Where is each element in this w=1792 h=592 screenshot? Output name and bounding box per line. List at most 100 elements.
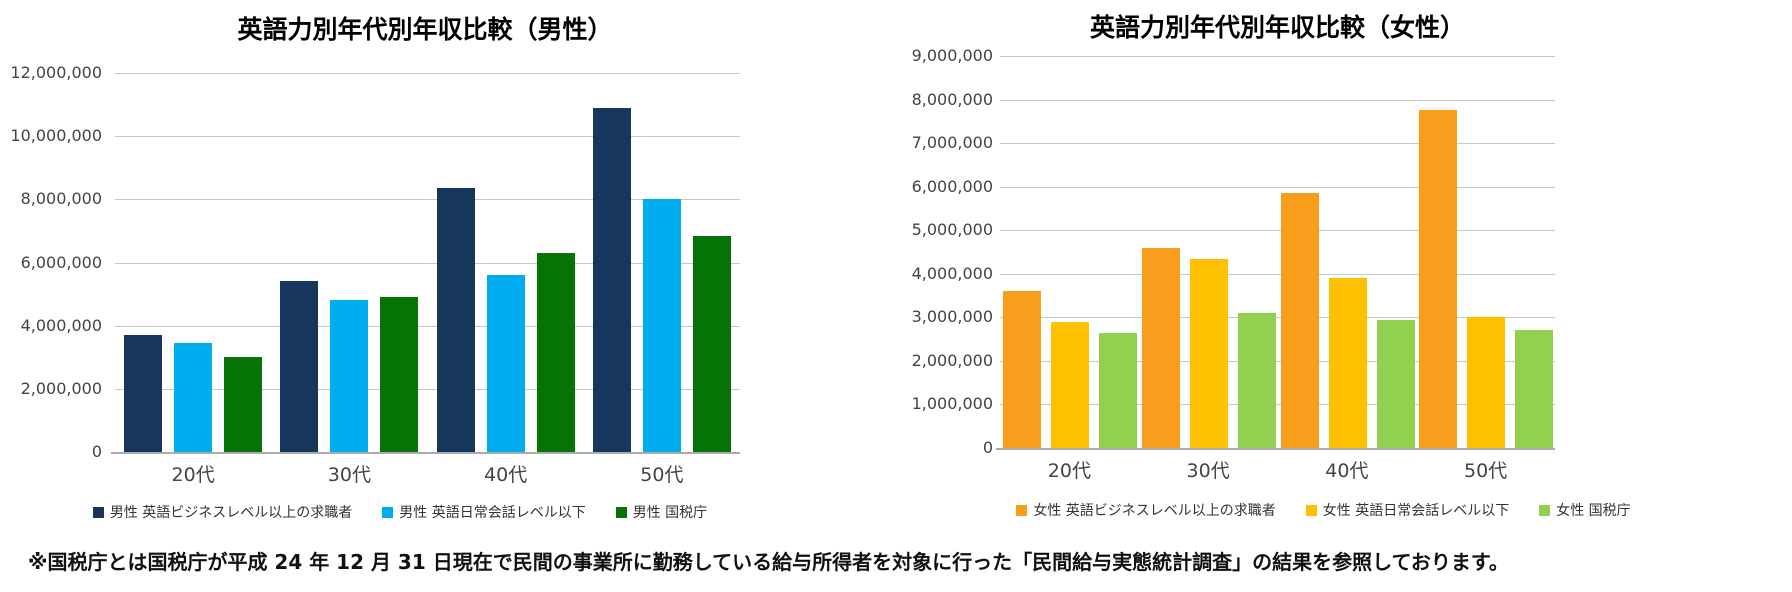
legend-label: 男性 国税庁	[632, 505, 708, 521]
x-axis-category-label: 20代	[171, 464, 215, 486]
x-axis: 20代 30代 40代 50代	[1000, 456, 1555, 483]
gridline	[115, 326, 740, 327]
y-axis-tick-label: 5,000,000	[911, 220, 993, 239]
legend: 男性 英語ビジネスレベル以上の求職者 男性 英語日常会話レベル以下 男性 国税庁	[0, 502, 800, 522]
legend-item: 女性 国税庁	[1539, 500, 1631, 520]
male-income-chart: 英語力別年代別年収比較（男性） 12,000,000 10,000,000 8,00…	[0, 0, 800, 540]
legend-item: 男性 国税庁	[615, 502, 708, 522]
legend-label: 男性 英語ビジネスレベル以上の求職者	[109, 505, 353, 521]
x-axis-category-label: 20代	[1047, 460, 1091, 482]
plot-area	[111, 73, 740, 454]
y-axis-tick-label: 0	[91, 442, 102, 461]
legend-swatch-icon	[615, 506, 627, 518]
bar	[1466, 317, 1505, 448]
gridline	[115, 263, 740, 264]
y-axis: 12,000,000 10,000,000 8,000,000 6,000,000 4,…	[0, 63, 102, 461]
bar	[1514, 330, 1553, 448]
y-axis-tick-label: 4,000,000	[20, 316, 102, 335]
bar	[1141, 248, 1180, 448]
legend-item: 男性 英語ビジネスレベル以上の求職者	[92, 502, 353, 522]
bar	[380, 297, 418, 452]
legend-label: 男性 英語日常会話レベル以下	[399, 505, 586, 521]
gridline	[115, 199, 740, 200]
gridline	[1000, 56, 1555, 57]
y-axis-tick-label: 6,000,000	[20, 253, 102, 272]
gridline	[1000, 274, 1555, 275]
bar	[1050, 322, 1089, 448]
bar	[1418, 110, 1457, 448]
bar-group-30代	[271, 73, 427, 452]
y-axis-tick-label: 1,000,000	[911, 394, 993, 413]
y-axis-tick-label: 10,000,000	[10, 126, 102, 145]
y-axis: 9,000,000 8,000,000 7,000,000 6,000,000 5,00…	[885, 46, 993, 457]
y-axis-tick-label: 3,000,000	[911, 307, 993, 326]
legend-label: 女性 英語日常会話レベル以下	[1322, 503, 1510, 519]
y-axis-tick-label: 4,000,000	[911, 264, 993, 283]
legend-swatch-icon	[1305, 504, 1317, 516]
x-axis: 20代 30代 40代 50代	[115, 460, 740, 487]
gridline	[115, 389, 740, 390]
gridline	[1000, 317, 1555, 318]
bar	[174, 343, 212, 452]
female-income-chart: 英語力別年代別年収比較（女性） 9,000,000 8,000,000 7,000,…	[855, 0, 1792, 540]
bar	[224, 357, 262, 452]
bar	[537, 253, 575, 452]
gridline	[115, 136, 740, 137]
bar-group-20代	[115, 73, 271, 452]
x-axis-category-label: 40代	[1325, 460, 1369, 482]
bar	[1328, 278, 1367, 448]
legend-item: 男性 英語日常会話レベル以下	[382, 502, 586, 522]
legend-label: 女性 英語ビジネスレベル以上の求職者	[1033, 503, 1276, 519]
plot-area	[996, 56, 1555, 450]
bar	[330, 300, 368, 452]
bar	[643, 199, 681, 452]
bar-group-30代	[1139, 56, 1278, 448]
y-axis-tick-label: 12,000,000	[10, 63, 102, 82]
legend: 女性 英語ビジネスレベル以上の求職者 女性 英語日常会話レベル以下 女性 国税庁	[855, 500, 1792, 520]
chart-title: 英語力別年代別年収比較（男性）	[237, 15, 613, 44]
gridline	[1000, 100, 1555, 101]
legend-swatch-icon	[1539, 504, 1551, 516]
bar	[1237, 313, 1276, 448]
bar-group-20代	[1000, 56, 1139, 448]
y-axis-tick-label: 8,000,000	[911, 90, 993, 109]
legend-item: 女性 英語ビジネスレベル以上の求職者	[1016, 500, 1276, 520]
bar	[1280, 193, 1319, 448]
gridline	[1000, 143, 1555, 144]
gridline	[1000, 230, 1555, 231]
bar	[280, 281, 318, 452]
gridline	[1000, 187, 1555, 188]
y-axis-tick-label: 2,000,000	[911, 351, 993, 370]
bar	[1002, 291, 1041, 448]
gridline	[1000, 404, 1555, 405]
y-axis-tick-label: 8,000,000	[20, 189, 102, 208]
bar	[693, 236, 731, 452]
legend-swatch-icon	[92, 506, 104, 518]
bar	[437, 188, 475, 452]
legend-swatch-icon	[382, 506, 394, 518]
x-axis-category-label: 30代	[1186, 460, 1230, 482]
y-axis-tick-label: 9,000,000	[911, 46, 993, 65]
x-axis-category-label: 30代	[327, 464, 371, 486]
legend-swatch-icon	[1016, 504, 1028, 516]
bar-group-50代	[1416, 56, 1555, 448]
gridline	[1000, 361, 1555, 362]
bar	[1376, 320, 1415, 448]
bar	[1098, 333, 1137, 448]
bar	[487, 275, 525, 452]
x-axis-line	[996, 448, 1555, 450]
x-axis-category-label: 40代	[484, 464, 528, 486]
bar	[593, 108, 631, 452]
y-axis-tick-label: 7,000,000	[911, 133, 993, 152]
bar-group-40代	[428, 73, 584, 452]
x-axis-category-label: 50代	[1464, 460, 1508, 482]
chart-title: 英語力別年代別年収比較（女性）	[1089, 13, 1465, 42]
legend-label: 女性 国税庁	[1556, 503, 1631, 519]
x-axis-category-label: 50代	[640, 464, 684, 486]
x-axis-line	[111, 452, 740, 454]
y-axis-tick-label: 0	[982, 438, 993, 457]
y-axis-tick-label: 6,000,000	[911, 177, 993, 196]
bar-group-50代	[584, 73, 740, 452]
bar-group-40代	[1278, 56, 1417, 448]
